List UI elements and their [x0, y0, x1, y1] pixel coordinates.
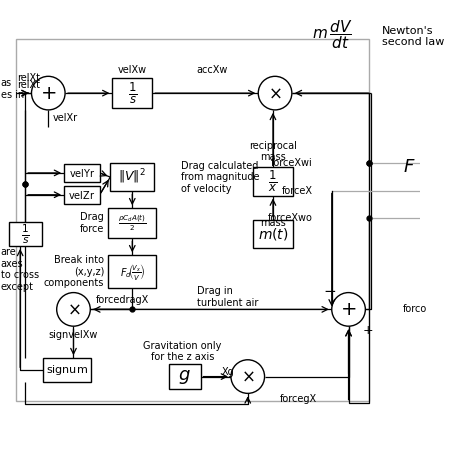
- Circle shape: [258, 76, 292, 110]
- Text: Drag in
turbulent air: Drag in turbulent air: [198, 286, 259, 308]
- Text: forcedragX: forcedragX: [96, 295, 149, 305]
- Bar: [253, 167, 293, 196]
- Bar: [108, 208, 157, 239]
- Text: $+$: $+$: [362, 324, 373, 337]
- Text: $+$: $+$: [340, 300, 357, 319]
- Text: Gravitation only
for the z axis: Gravitation only for the z axis: [144, 341, 222, 363]
- Text: are
axes
to cross
except: are axes to cross except: [1, 247, 39, 292]
- Text: Drag calculated
from magnitude
of velocity: Drag calculated from magnitude of veloci…: [180, 161, 259, 194]
- Text: $\mathrm{velZr}$: $\mathrm{velZr}$: [68, 189, 95, 201]
- Text: $+$: $+$: [40, 84, 57, 103]
- Text: forceXwi: forceXwi: [271, 158, 313, 168]
- Circle shape: [231, 360, 265, 393]
- Text: $\mathrm{velYr}$: $\mathrm{velYr}$: [69, 167, 95, 179]
- Text: reciprocal
mass: reciprocal mass: [249, 141, 297, 162]
- Circle shape: [332, 292, 365, 326]
- Text: accXw: accXw: [196, 65, 228, 75]
- Text: relXt: relXt: [17, 80, 40, 90]
- Text: $\times$: $\times$: [268, 84, 282, 102]
- Circle shape: [32, 76, 65, 110]
- Text: $-$: $-$: [323, 282, 336, 297]
- Text: F: F: [403, 158, 414, 176]
- Bar: [112, 78, 152, 108]
- Bar: [43, 358, 91, 382]
- Text: $F_d\!\left(\!\frac{V_x}{V}\!\right)$: $F_d\!\left(\!\frac{V_x}{V}\!\right)$: [120, 261, 145, 282]
- Bar: [64, 186, 100, 203]
- Text: $m(t)$: $m(t)$: [258, 226, 288, 242]
- Text: $\frac{\rho C_d A(t)}{2}$: $\frac{\rho C_d A(t)}{2}$: [118, 213, 147, 233]
- Text: $\times$: $\times$: [67, 301, 80, 319]
- Text: $\frac{1}{x}$: $\frac{1}{x}$: [268, 169, 278, 194]
- Text: $m\,\dfrac{dV}{dt}$: $m\,\dfrac{dV}{dt}$: [311, 18, 352, 51]
- Circle shape: [57, 292, 90, 326]
- Bar: [108, 255, 157, 288]
- Bar: [9, 221, 41, 246]
- Text: as
es in: as es in: [1, 78, 24, 100]
- Bar: [16, 39, 369, 401]
- Text: $\times$: $\times$: [241, 368, 255, 386]
- Text: $\|V\|^2$: $\|V\|^2$: [118, 168, 146, 186]
- Text: $g$: $g$: [178, 368, 191, 386]
- Text: forco: forco: [403, 304, 427, 315]
- Text: Break into
(x,y,z)
components: Break into (x,y,z) components: [44, 255, 104, 288]
- Text: forcegX: forcegX: [279, 394, 317, 404]
- Text: velXw: velXw: [118, 65, 147, 75]
- Text: $\mathrm{signum}$: $\mathrm{signum}$: [46, 363, 88, 377]
- Bar: [110, 163, 154, 191]
- Text: $\frac{1}{s}$: $\frac{1}{s}$: [21, 222, 30, 246]
- Text: $\frac{1}{s}$: $\frac{1}{s}$: [128, 81, 137, 106]
- Bar: [169, 364, 201, 389]
- Bar: [253, 220, 293, 248]
- Text: Drag
force: Drag force: [80, 212, 104, 234]
- Bar: [64, 164, 100, 182]
- Text: forceXwo: forceXwo: [268, 213, 313, 223]
- Text: relXt: relXt: [17, 72, 40, 83]
- Text: forceX: forceX: [282, 185, 313, 196]
- Text: Xg: Xg: [222, 367, 234, 378]
- Text: mass: mass: [260, 218, 286, 228]
- Text: Newton's
second law: Newton's second law: [382, 26, 445, 47]
- Text: signvelXw: signvelXw: [49, 329, 98, 340]
- Text: velXr: velXr: [53, 113, 77, 123]
